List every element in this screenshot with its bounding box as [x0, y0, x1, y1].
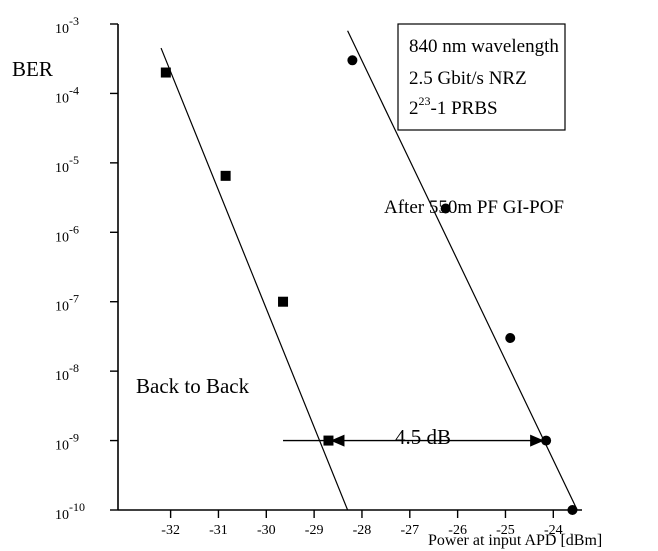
legend-frame: [397, 23, 566, 131]
square-marker: [220, 170, 231, 181]
square-marker: [278, 296, 289, 307]
y-tick-label: 10-10: [55, 500, 85, 523]
legend-line-prbs: 223-1 PRBS: [409, 94, 498, 119]
x-tick-label: -31: [209, 523, 228, 538]
x-tick-label: -28: [353, 523, 372, 538]
y-tick-label: 10-6: [55, 222, 79, 245]
x-tick-label: -29: [305, 523, 324, 538]
y-tick-label: 10-3: [55, 14, 79, 37]
y-tick-exponent: -10: [69, 500, 85, 514]
x-tick-label: -27: [400, 523, 419, 538]
y-tick-exponent: -5: [69, 153, 79, 167]
y-tick-exponent: -3: [69, 14, 79, 28]
y-tick-exponent: -7: [69, 292, 79, 306]
y-tick-base: 10: [55, 300, 69, 315]
legend-prbs-base: 2: [409, 98, 419, 119]
series-layer: [160, 30, 578, 515]
penalty-annotation: [283, 434, 547, 447]
x-ticks: -32 -31 -30 -29 -28 -27 -26 -25 -24: [161, 510, 563, 538]
y-tick-label: 10-5: [55, 153, 79, 176]
legend-line-bitrate: 2.5 Gbit/s NRZ: [409, 68, 527, 89]
series-label-back-to-back: Back to Back: [136, 374, 250, 398]
y-tick-base: 10: [55, 230, 69, 245]
fit-line-series-2: [347, 30, 578, 511]
legend-prbs-suffix: -1 PRBS: [431, 98, 498, 119]
y-tick-label: 10-9: [55, 431, 79, 454]
y-tick-exponent: -4: [69, 83, 79, 97]
arrowhead-left: [330, 434, 345, 447]
circle-marker: [505, 333, 516, 344]
y-axis-label: BER: [12, 57, 53, 81]
series-label-after-550m-pof: After 550m PF GI-POF: [384, 197, 564, 218]
arrowhead-right: [530, 434, 545, 447]
x-axis-label: Power at input APD [dBm]: [428, 532, 602, 549]
x-tick-label: -26: [448, 523, 467, 538]
y-tick-base: 10: [55, 508, 69, 523]
penalty-label: 4.5 dB: [395, 425, 451, 449]
y-tick-label: 10-7: [55, 292, 79, 315]
y-tick-exponent: -8: [69, 361, 79, 375]
x-tick-label: -25: [496, 523, 515, 538]
axes: [117, 24, 582, 511]
y-tick-base: 10: [55, 91, 69, 106]
x-tick-label: -32: [161, 523, 180, 538]
y-tick-label: 10-8: [55, 361, 79, 384]
y-tick-label: 10-4: [55, 83, 79, 106]
fit-line-series-1: [160, 47, 349, 511]
x-tick-label: -24: [544, 523, 563, 538]
circle-marker: [347, 55, 358, 66]
circle-marker: [567, 505, 578, 515]
y-tick-base: 10: [55, 22, 69, 37]
circle-marker: [440, 203, 451, 214]
legend-prbs-exponent: 23: [419, 94, 431, 108]
y-tick-base: 10: [55, 439, 69, 454]
legend-line-wavelength: 840 nm wavelength: [409, 36, 559, 57]
y-tick-base: 10: [55, 369, 69, 384]
x-tick-label: -30: [257, 523, 276, 538]
y-tick-exponent: -9: [69, 431, 79, 445]
y-ticks: 10-310-410-510-610-710-810-910-10: [55, 14, 118, 523]
legend-box: 840 nm wavelength 2.5 Gbit/s NRZ 223-1 P…: [397, 23, 566, 131]
square-marker: [160, 67, 171, 78]
y-tick-exponent: -6: [69, 222, 79, 236]
y-tick-base: 10: [55, 161, 69, 176]
